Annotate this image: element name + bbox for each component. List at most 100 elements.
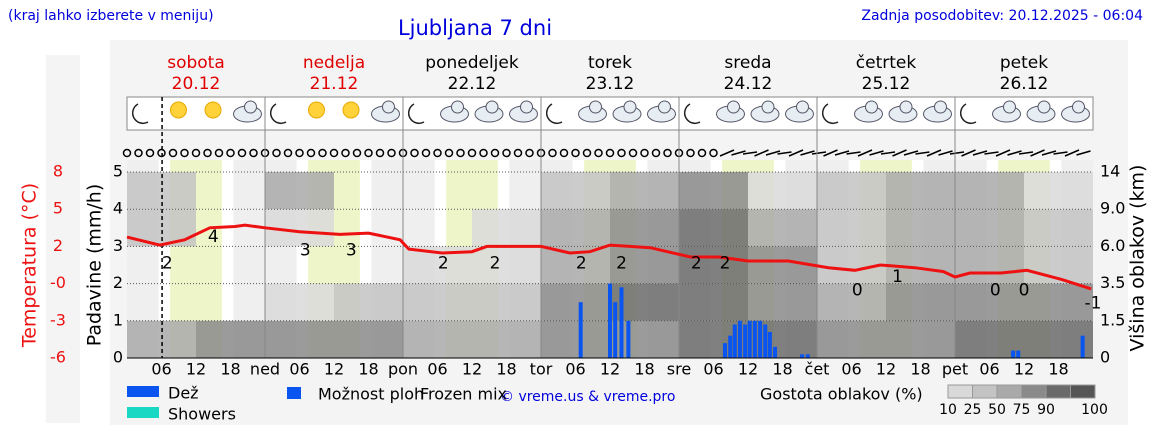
precip-tick-label: 2 [113, 273, 123, 292]
cloud-cell [748, 172, 817, 210]
day-date: 25.12 [862, 74, 911, 94]
precip-bar [723, 343, 727, 358]
cloud-cell [196, 320, 265, 358]
cloud-icon [1003, 100, 1016, 114]
wind-barb [938, 150, 953, 156]
wind-calm [490, 148, 500, 158]
cloud-cell [817, 283, 886, 321]
moon-icon [546, 103, 563, 125]
wind-calm [283, 148, 293, 158]
precip-bar [626, 320, 631, 358]
temp-label: 0 [990, 280, 1001, 300]
day-date: 23.12 [586, 74, 635, 94]
wind-calm [295, 148, 304, 158]
wind-barb [880, 151, 896, 155]
wind-calm [145, 148, 155, 158]
day-name: torek [588, 53, 632, 73]
temp-tick-label: 5 [53, 199, 63, 218]
precip-bar [1080, 335, 1085, 358]
cloud-cell [955, 172, 1024, 210]
x-tick-label: 18 [772, 360, 792, 379]
moon-icon [270, 103, 287, 125]
legend-swatch [127, 407, 159, 418]
x-tick-label: 12 [1014, 360, 1034, 379]
legend-label: Možnost ploh [318, 385, 424, 404]
wind-calm [272, 148, 281, 158]
temp-label: 3 [346, 240, 357, 260]
cloud-cell [817, 209, 886, 247]
wind-barb [961, 149, 976, 157]
cloud-cell [817, 320, 886, 358]
x-tick-label: sre [667, 360, 691, 379]
wind-calm [237, 148, 247, 158]
wind-calm [617, 148, 626, 158]
wind-calm [191, 148, 201, 158]
temp-axis-title: Temperatura (°C) [19, 183, 41, 348]
x-tick-label: 06 [841, 360, 861, 379]
precip-bar [805, 354, 810, 358]
wind-calm [214, 148, 224, 158]
precip-bar [608, 283, 612, 358]
wind-calm [226, 148, 235, 158]
cloud-axis-title: Višina oblakov (km) [1127, 165, 1149, 352]
precip-bar [619, 287, 624, 358]
cloud-legend-label: 90 [1037, 402, 1055, 418]
temp-label: 3 [300, 240, 311, 260]
precip-bar [743, 324, 748, 358]
wind-barb [915, 151, 930, 155]
cloud-legend-label: 100 [1081, 402, 1108, 418]
cloud-legend-title: Gostota oblakov (%) [760, 385, 923, 404]
cloud-cell [955, 283, 1024, 321]
wind-barb [731, 150, 746, 156]
precip-bar [737, 320, 742, 358]
wind-calm [168, 148, 178, 158]
wind-calm [306, 148, 316, 158]
temp-label: 2 [490, 254, 501, 274]
wind-barb [892, 149, 907, 157]
wind-calm [341, 148, 350, 158]
precip-bar [728, 335, 733, 358]
precip-bar [800, 354, 805, 358]
moon-icon [684, 103, 701, 125]
cloud-cell [679, 246, 748, 284]
precip-axis-title: Padavine (mm/h) [84, 184, 106, 347]
cloud-icon [761, 100, 775, 114]
x-tick-label: 06 [427, 360, 447, 379]
sun-icon [308, 101, 325, 119]
cloud-cell [1024, 172, 1093, 210]
wind-barb [1076, 150, 1091, 156]
x-tick-label: 12 [186, 360, 206, 379]
wind-barb [719, 149, 735, 157]
x-tick-label: 06 [979, 360, 999, 379]
precip-bar [1016, 350, 1021, 358]
wind-barb [811, 151, 827, 155]
cloud-tick-label: 6.0 [1100, 236, 1125, 255]
temp-label: 2 [162, 254, 173, 274]
wind-barb [1030, 149, 1045, 157]
wind-calm [571, 148, 580, 158]
chart-title: Ljubljana 7 dni [398, 16, 552, 40]
cloud-icon [520, 100, 533, 114]
cloud-cell [886, 209, 955, 247]
cloud-icon [244, 100, 257, 114]
cloud-cell [817, 172, 886, 210]
day-name: četrtek [856, 53, 917, 73]
moon-icon [408, 103, 425, 125]
wind-barb [788, 149, 804, 157]
sun-icon [342, 101, 360, 119]
wind-barb [869, 150, 884, 156]
cloud-cell [679, 172, 748, 210]
precip-tick-label: 3 [113, 236, 123, 255]
sun-icon [204, 101, 222, 119]
sun-icon [170, 101, 187, 119]
wind-barb [1064, 149, 1080, 157]
updated: Zadnja posodobitev: 20.12.2025 - 06:04 [861, 8, 1143, 24]
cloud-icon [934, 100, 947, 114]
precip-bar [763, 324, 768, 358]
cloud-cell [610, 172, 679, 210]
temp-label: 2 [438, 254, 449, 274]
temp-label: 4 [208, 227, 219, 247]
wind-barb [995, 149, 1011, 157]
temp-tick-label: -6 [50, 348, 66, 367]
